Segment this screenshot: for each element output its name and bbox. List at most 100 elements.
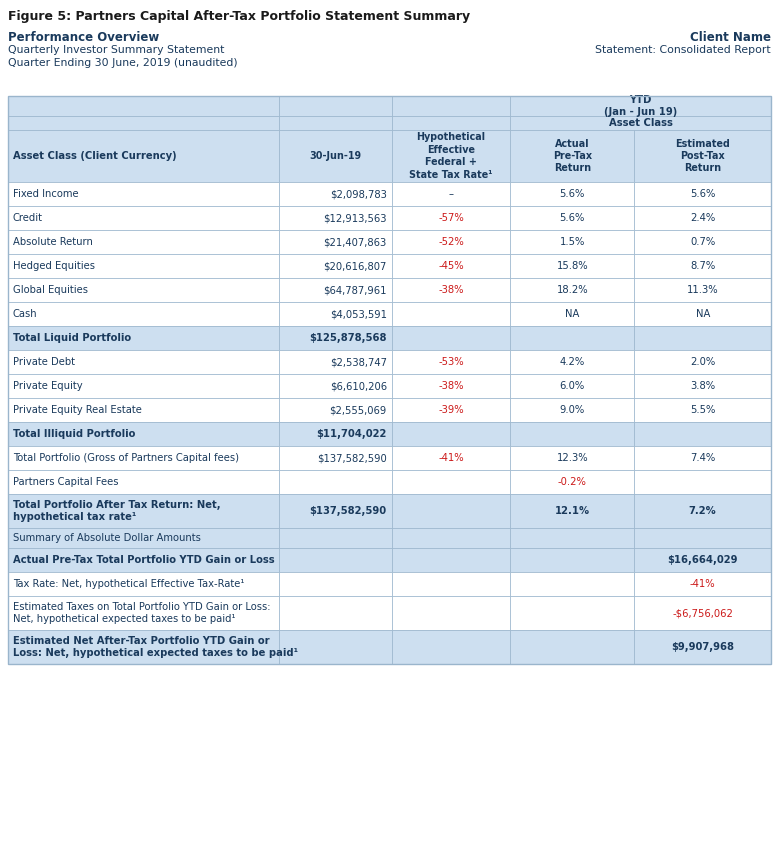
Text: $125,878,568: $125,878,568 bbox=[309, 333, 387, 343]
Text: -57%: -57% bbox=[438, 213, 464, 223]
Bar bbox=[279, 278, 392, 302]
Bar bbox=[510, 446, 634, 470]
Text: 7.2%: 7.2% bbox=[689, 506, 717, 516]
Bar bbox=[8, 96, 771, 664]
Bar bbox=[634, 528, 771, 548]
Bar bbox=[392, 528, 510, 548]
Bar bbox=[392, 630, 510, 664]
Text: $4,053,591: $4,053,591 bbox=[330, 309, 387, 319]
Text: 4.2%: 4.2% bbox=[559, 357, 585, 367]
Text: $20,616,807: $20,616,807 bbox=[323, 261, 387, 271]
Bar bbox=[634, 206, 771, 230]
Text: Partners Capital Fees: Partners Capital Fees bbox=[13, 477, 118, 487]
Text: -39%: -39% bbox=[438, 405, 464, 415]
Bar bbox=[510, 326, 634, 350]
Text: Global Equities: Global Equities bbox=[13, 285, 88, 295]
Bar bbox=[279, 230, 392, 254]
Text: Private Debt: Private Debt bbox=[13, 357, 75, 367]
Bar bbox=[510, 350, 634, 374]
Text: Private Equity: Private Equity bbox=[13, 381, 83, 391]
Bar bbox=[279, 254, 392, 278]
Bar bbox=[510, 470, 634, 494]
Bar bbox=[8, 446, 279, 470]
Text: Asset Class: Asset Class bbox=[608, 118, 672, 128]
Bar bbox=[510, 398, 634, 422]
Bar bbox=[634, 278, 771, 302]
Text: Total Liquid Portfolio: Total Liquid Portfolio bbox=[13, 333, 131, 343]
Text: Estimated Net After-Tax Portfolio YTD Gain or
Loss: Net, hypothetical expected t: Estimated Net After-Tax Portfolio YTD Ga… bbox=[13, 636, 298, 659]
Bar bbox=[8, 206, 279, 230]
Text: 5.5%: 5.5% bbox=[690, 405, 715, 415]
Text: Estimated
Post-Tax
Return: Estimated Post-Tax Return bbox=[675, 139, 730, 173]
Bar bbox=[634, 350, 771, 374]
Bar bbox=[279, 326, 392, 350]
Bar bbox=[392, 326, 510, 350]
Text: 2.4%: 2.4% bbox=[690, 213, 715, 223]
Text: Asset Class (Client Currency): Asset Class (Client Currency) bbox=[13, 151, 177, 161]
Bar bbox=[279, 374, 392, 398]
Bar bbox=[279, 398, 392, 422]
Bar bbox=[510, 254, 634, 278]
Bar bbox=[8, 182, 279, 206]
Bar bbox=[279, 572, 392, 596]
Text: –: – bbox=[449, 189, 453, 199]
Text: Tax Rate: Net, hypothetical Effective Tax-Rate¹: Tax Rate: Net, hypothetical Effective Ta… bbox=[13, 579, 245, 589]
Bar bbox=[279, 130, 392, 182]
Text: 3.8%: 3.8% bbox=[690, 381, 715, 391]
Text: 8.7%: 8.7% bbox=[690, 261, 715, 271]
Text: Performance Overview: Performance Overview bbox=[8, 31, 159, 44]
Bar bbox=[279, 446, 392, 470]
Text: 7.4%: 7.4% bbox=[690, 453, 715, 463]
Text: Quarterly Investor Summary Statement: Quarterly Investor Summary Statement bbox=[8, 45, 224, 55]
Bar bbox=[8, 254, 279, 278]
Bar bbox=[634, 572, 771, 596]
Bar bbox=[279, 494, 392, 528]
Bar bbox=[634, 302, 771, 326]
Bar bbox=[279, 302, 392, 326]
Text: -0.2%: -0.2% bbox=[558, 477, 587, 487]
Text: 12.3%: 12.3% bbox=[556, 453, 588, 463]
Text: 9.0%: 9.0% bbox=[559, 405, 585, 415]
Bar bbox=[392, 230, 510, 254]
Bar bbox=[279, 96, 392, 116]
Bar bbox=[8, 278, 279, 302]
Text: -$6,756,062: -$6,756,062 bbox=[672, 608, 733, 618]
Text: Estimated Taxes on Total Portfolio YTD Gain or Loss:
Net, hypothetical expected : Estimated Taxes on Total Portfolio YTD G… bbox=[13, 602, 270, 624]
Text: -41%: -41% bbox=[438, 453, 464, 463]
Bar bbox=[510, 96, 771, 116]
Text: $137,582,590: $137,582,590 bbox=[317, 453, 387, 463]
Text: -41%: -41% bbox=[690, 579, 716, 589]
Bar bbox=[634, 470, 771, 494]
Text: Hypothetical
Effective
Federal +
State Tax Rate¹: Hypothetical Effective Federal + State T… bbox=[409, 132, 492, 180]
Bar bbox=[8, 596, 279, 630]
Bar bbox=[8, 374, 279, 398]
Text: -38%: -38% bbox=[438, 381, 464, 391]
Text: $2,098,783: $2,098,783 bbox=[330, 189, 387, 199]
Bar bbox=[392, 446, 510, 470]
Text: Cash: Cash bbox=[13, 309, 37, 319]
Bar bbox=[510, 548, 634, 572]
Bar bbox=[8, 326, 279, 350]
Bar bbox=[392, 572, 510, 596]
Bar bbox=[510, 130, 634, 182]
Bar bbox=[279, 422, 392, 446]
Text: $11,704,022: $11,704,022 bbox=[316, 429, 387, 439]
Text: Total Portfolio (Gross of Partners Capital fees): Total Portfolio (Gross of Partners Capit… bbox=[13, 453, 239, 463]
Bar bbox=[392, 182, 510, 206]
Bar bbox=[392, 278, 510, 302]
Bar bbox=[634, 326, 771, 350]
Text: 0.7%: 0.7% bbox=[690, 237, 715, 247]
Bar bbox=[392, 470, 510, 494]
Bar bbox=[8, 302, 279, 326]
Bar bbox=[8, 494, 279, 528]
Bar bbox=[392, 596, 510, 630]
Text: $2,555,069: $2,555,069 bbox=[330, 405, 387, 415]
Text: Statement: Consolidated Report: Statement: Consolidated Report bbox=[595, 45, 771, 55]
Text: $137,582,590: $137,582,590 bbox=[310, 506, 387, 516]
Text: Client Name: Client Name bbox=[690, 31, 771, 44]
Bar bbox=[634, 446, 771, 470]
Text: 18.2%: 18.2% bbox=[556, 285, 588, 295]
Text: -53%: -53% bbox=[438, 357, 464, 367]
Text: 1.5%: 1.5% bbox=[559, 237, 585, 247]
Bar bbox=[634, 422, 771, 446]
